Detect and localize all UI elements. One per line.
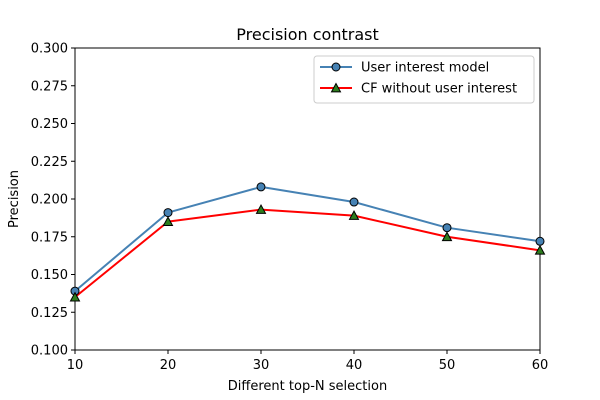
series-lines [74, 185, 541, 298]
y-tick-label: 0.250 [31, 117, 68, 132]
y-tick-label: 0.200 [31, 193, 68, 208]
data-point-series-1 [349, 197, 359, 207]
series-line-1 [74, 185, 541, 292]
legend-box [313, 55, 535, 104]
series-markers [69, 182, 546, 302]
series-line-2 [74, 208, 541, 298]
data-point-series-2 [534, 244, 546, 255]
legend-label-2: CF without user interest [361, 82, 517, 97]
y-tick-label: 0.225 [31, 155, 68, 170]
legend-marker-2 [330, 82, 342, 93]
legend-label-1: User interest model [361, 61, 489, 76]
legend-marker-1 [331, 62, 341, 72]
data-point-series-1 [256, 182, 266, 192]
y-tick-label: 0.125 [31, 306, 68, 321]
data-point-series-1 [535, 236, 545, 246]
data-point-series-1 [163, 208, 173, 218]
legend: User interest model CF without user inter… [313, 55, 535, 104]
x-axis-ticks: 10 20 30 40 50 60 [67, 350, 549, 373]
x-tick-label: 50 [439, 358, 456, 373]
data-point-series-2 [69, 291, 81, 302]
x-tick-label: 20 [160, 358, 177, 373]
data-point-series-2 [255, 204, 267, 214]
y-tick-label: 0.300 [31, 42, 68, 57]
y-axis-label: Precision [7, 170, 22, 228]
y-tick-label: 0.100 [31, 344, 68, 359]
y-tick-label: 0.150 [31, 268, 68, 283]
chart-title: Precision contrast [236, 25, 378, 44]
x-tick-label: 40 [346, 358, 363, 373]
y-tick-label: 0.175 [31, 230, 68, 245]
x-tick-label: 60 [532, 358, 549, 373]
x-tick-label: 10 [67, 358, 84, 373]
x-tick-label: 30 [253, 358, 270, 373]
data-point-series-1 [442, 223, 452, 233]
y-axis-ticks: 0.100 0.125 0.150 0.175 0.200 0.225 0.250 0.275… [31, 42, 75, 359]
data-point-series-2 [162, 216, 174, 226]
data-point-series-2 [441, 231, 453, 242]
x-axis-label: Different top-N selection [228, 379, 387, 394]
y-tick-label: 0.275 [31, 79, 68, 94]
data-point-series-2 [348, 210, 360, 220]
